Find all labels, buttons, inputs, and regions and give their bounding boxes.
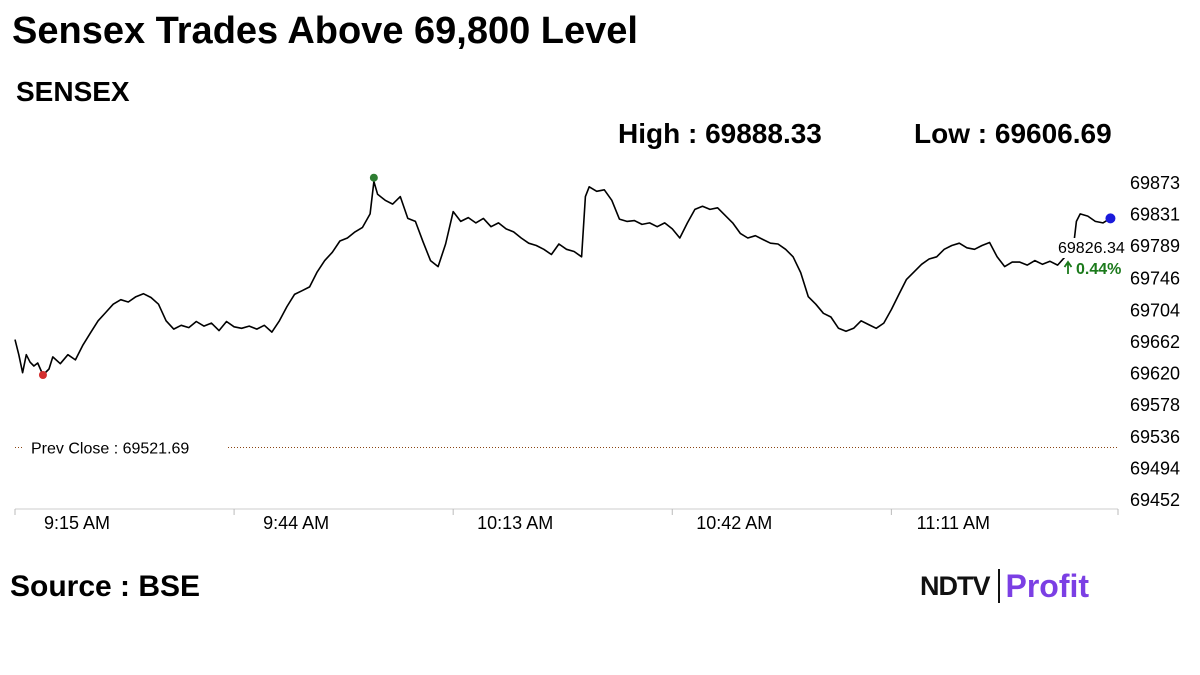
markers-group	[38, 173, 1116, 380]
sensex-intraday-chart: Prev Close : 69521.69 69873 69831 69789 697…	[14, 173, 1180, 533]
y-tick-label-0: 69873	[1130, 173, 1180, 193]
index-name: SENSEX	[16, 76, 130, 107]
headline: Sensex Trades Above 69,800 Level	[12, 10, 638, 52]
up-arrow-icon	[1063, 260, 1073, 274]
ndtv-profit-logo: NDTV Profit	[920, 566, 1089, 606]
y-tick-label-10: 69452	[1130, 490, 1180, 510]
x-tick-label-4: 11:11 AM	[917, 513, 990, 533]
x-tick-label-0: 9:15 AM	[44, 513, 110, 533]
source-credit: Source : BSE	[10, 570, 201, 603]
y-tick-label-7: 69578	[1130, 395, 1180, 415]
low-marker	[38, 371, 47, 380]
x-axis	[14, 508, 1119, 515]
last-change: 0.44%	[1076, 261, 1121, 278]
day-low: Low : 69606.69	[914, 118, 1112, 149]
last-price-group: 69826.34 0.44%	[1056, 238, 1126, 278]
day-high: High : 69888.33	[618, 118, 822, 149]
prev-close-label-bg	[24, 436, 226, 459]
brand-profit: Profit	[1005, 567, 1090, 604]
prev-close-label: Prev Close : 69521.69	[31, 441, 189, 458]
last-price-bg	[1056, 238, 1126, 258]
x-axis-labels: 9:15 AM 9:44 AM 10:13 AM 10:42 AM 11:11 AM	[44, 513, 990, 533]
y-tick-label-4: 69704	[1130, 300, 1180, 320]
price-line	[14, 180, 1111, 376]
y-tick-label-8: 69536	[1130, 427, 1180, 447]
y-tick-label-3: 69746	[1130, 269, 1180, 289]
last-price: 69826.34	[1058, 240, 1125, 257]
y-tick-label-1: 69831	[1130, 205, 1180, 225]
x-tick-label-2: 10:13 AM	[477, 513, 553, 533]
y-tick-label-2: 69789	[1130, 236, 1180, 256]
brand-ndtv: NDTV	[920, 570, 990, 601]
y-tick-label-5: 69662	[1130, 332, 1180, 352]
x-tick-label-1: 9:44 AM	[263, 513, 329, 533]
brand-divider	[997, 569, 1000, 603]
y-tick-label-6: 69620	[1130, 364, 1180, 384]
last-marker	[1105, 213, 1116, 224]
high-marker	[369, 173, 378, 182]
price-line-group	[14, 180, 1111, 376]
y-axis-labels: 69873 69831 69789 69746 69704 69662 69620 69578…	[1130, 173, 1180, 510]
prev-close-group: Prev Close : 69521.69	[15, 436, 1118, 459]
y-tick-label-9: 69494	[1130, 458, 1180, 478]
x-tick-label-3: 10:42 AM	[696, 513, 772, 533]
